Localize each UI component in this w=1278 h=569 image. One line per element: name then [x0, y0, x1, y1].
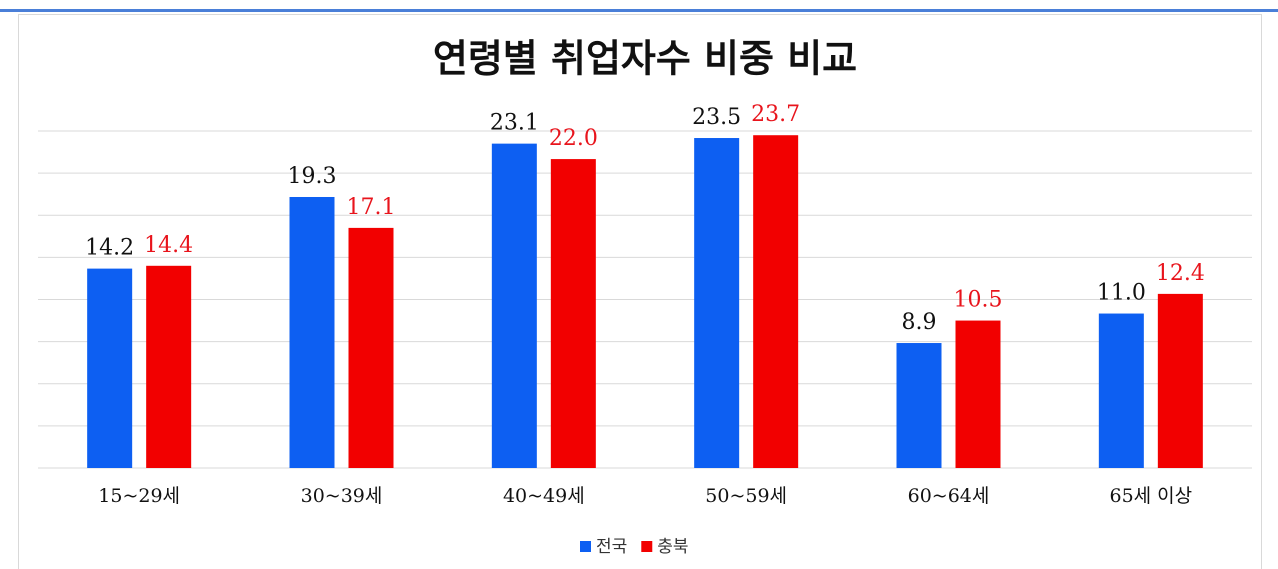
- value-label: 12.4: [1156, 261, 1205, 286]
- value-label: 11.0: [1097, 281, 1146, 306]
- bar: [491, 143, 537, 468]
- value-label: 23.7: [751, 102, 800, 127]
- value-label: 8.9: [902, 310, 937, 335]
- x-tick-label: 65세 이상: [1109, 485, 1192, 507]
- bar: [896, 343, 942, 468]
- bar: [289, 196, 335, 468]
- bar: [753, 135, 799, 468]
- value-label: 22.0: [549, 126, 598, 151]
- value-label: 14.2: [85, 236, 134, 261]
- top-rule: [0, 9, 1278, 12]
- value-label: 23.5: [692, 105, 741, 130]
- bar: [1157, 293, 1203, 468]
- bar: [146, 265, 192, 468]
- legend-label: 전국: [596, 537, 627, 557]
- legend-swatch: [580, 541, 591, 552]
- legend-label: 충북: [657, 537, 688, 557]
- bar: [1098, 313, 1144, 468]
- bar: [348, 227, 394, 468]
- x-tick-label: 50~59세: [705, 485, 787, 507]
- value-label: 17.1: [347, 195, 396, 220]
- bar: [550, 159, 596, 469]
- bar: [955, 320, 1001, 468]
- x-tick-label: 60~64세: [908, 485, 990, 507]
- bar: [87, 268, 133, 468]
- x-tick-label: 30~39세: [301, 485, 383, 507]
- x-tick-label: 15~29세: [98, 485, 180, 507]
- value-label: 14.4: [144, 233, 193, 258]
- value-label: 10.5: [954, 288, 1003, 313]
- x-tick-label: 40~49세: [503, 485, 585, 507]
- chart-frame: [18, 14, 1262, 569]
- chart-title: 연령별 취업자수 비중 비교: [433, 36, 857, 81]
- value-label: 19.3: [288, 164, 337, 189]
- bar: [694, 138, 740, 469]
- legend-swatch: [641, 541, 653, 552]
- value-label: 23.1: [490, 111, 539, 136]
